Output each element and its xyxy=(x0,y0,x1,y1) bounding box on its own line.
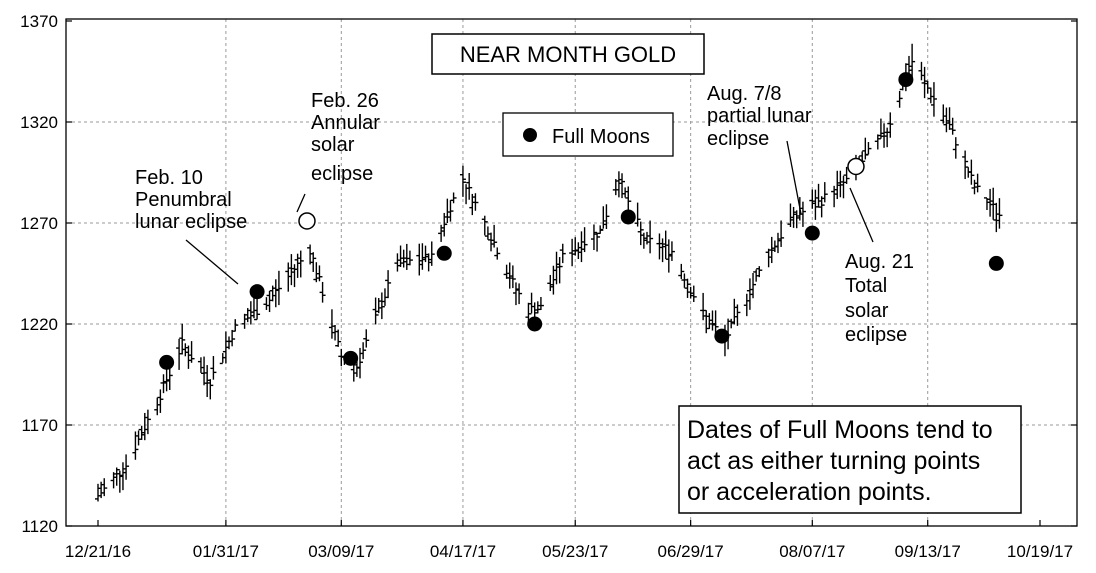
note-line-2: act as either turning points xyxy=(687,447,980,475)
x-tick-label: 04/17/17 xyxy=(430,542,496,561)
svg-text:eclipse: eclipse xyxy=(707,128,769,150)
y-tick-label: 1220 xyxy=(20,315,58,334)
note-line-3: or acceleration points. xyxy=(687,478,932,506)
full-moon-marker xyxy=(620,209,636,225)
legend-full-moon-marker xyxy=(523,128,537,142)
x-tick-label: 06/29/17 xyxy=(658,542,724,561)
svg-text:Penumbral: Penumbral xyxy=(135,189,232,211)
annotation-aug78: Aug. 7/8 partial lunar eclipse xyxy=(707,83,812,150)
x-tick-label: 09/13/17 xyxy=(895,542,961,561)
note-line-1: Dates of Full Moons tend to xyxy=(687,416,993,444)
price-bars xyxy=(95,43,1003,502)
leader-aug78 xyxy=(786,140,802,215)
annotation-aug21: Aug. 21 Total solar eclipse xyxy=(845,251,914,346)
y-tick-label: 1120 xyxy=(21,517,58,536)
y-axis-labels: 1120 1170 1220 1270 1320 1370 xyxy=(20,12,58,536)
full-moon-marker xyxy=(804,225,820,241)
x-tick-label: 12/21/16 xyxy=(65,542,131,561)
svg-text:partial lunar: partial lunar xyxy=(707,105,812,127)
svg-text:Feb. 10: Feb. 10 xyxy=(135,167,203,189)
svg-text:eclipse: eclipse xyxy=(311,163,373,185)
x-tick-label: 10/19/17 xyxy=(1007,542,1073,561)
note-box: Dates of Full Moons tend to act as eithe… xyxy=(678,405,1022,514)
x-tick-label: 05/23/17 xyxy=(542,542,608,561)
chart-title: NEAR MONTH GOLD xyxy=(460,42,676,67)
legend-full-moons-label: Full Moons xyxy=(552,126,650,148)
svg-text:eclipse: eclipse xyxy=(845,324,907,346)
x-tick-label: 08/07/17 xyxy=(779,542,845,561)
x-tick-label: 01/31/17 xyxy=(193,542,259,561)
legend: Full Moons xyxy=(502,112,674,157)
svg-text:Total: Total xyxy=(845,275,887,297)
x-axis-labels: 12/21/16 01/31/17 03/09/17 04/17/17 05/23/17… xyxy=(65,542,1073,561)
svg-text:solar: solar xyxy=(845,300,889,322)
svg-text:solar: solar xyxy=(311,134,355,156)
full-moon-marker xyxy=(436,245,452,261)
annotation-feb26: Feb. 26 Annular solar eclipse xyxy=(311,90,380,185)
full-moon-marker xyxy=(249,284,265,300)
svg-text:Feb. 26: Feb. 26 xyxy=(311,90,379,112)
leader-lines xyxy=(185,140,874,285)
full-moon-marker xyxy=(898,72,914,88)
full-moon-marker xyxy=(527,316,543,332)
full-moon-marker xyxy=(343,350,359,366)
y-tick-label: 1270 xyxy=(20,214,58,233)
x-tick-label: 03/09/17 xyxy=(308,542,374,561)
chart-title-box: NEAR MONTH GOLD xyxy=(431,33,705,75)
plot-frame xyxy=(65,18,1078,527)
y-tick-label: 1370 xyxy=(20,12,58,31)
svg-text:Aug. 7/8: Aug. 7/8 xyxy=(707,83,782,105)
eclipse-marker xyxy=(847,157,865,176)
full-moon-markers xyxy=(159,72,1004,370)
grid-layer xyxy=(66,19,1077,527)
full-moon-marker xyxy=(159,354,175,370)
svg-text:Aug. 21: Aug. 21 xyxy=(845,251,914,273)
annotation-feb10: Feb. 10 Penumbral lunar eclipse xyxy=(135,167,247,233)
svg-text:Annular: Annular xyxy=(311,112,380,134)
leader-feb10 xyxy=(185,239,239,285)
y-tick-label: 1170 xyxy=(21,416,58,435)
full-moon-marker xyxy=(988,255,1004,271)
leader-aug21 xyxy=(849,187,874,243)
eclipse-markers xyxy=(298,157,865,230)
eclipse-marker xyxy=(298,212,316,230)
svg-text:lunar eclipse: lunar eclipse xyxy=(135,211,247,233)
full-moon-marker xyxy=(714,328,730,344)
y-tick-label: 1320 xyxy=(20,113,58,132)
leader-feb26 xyxy=(296,193,306,213)
